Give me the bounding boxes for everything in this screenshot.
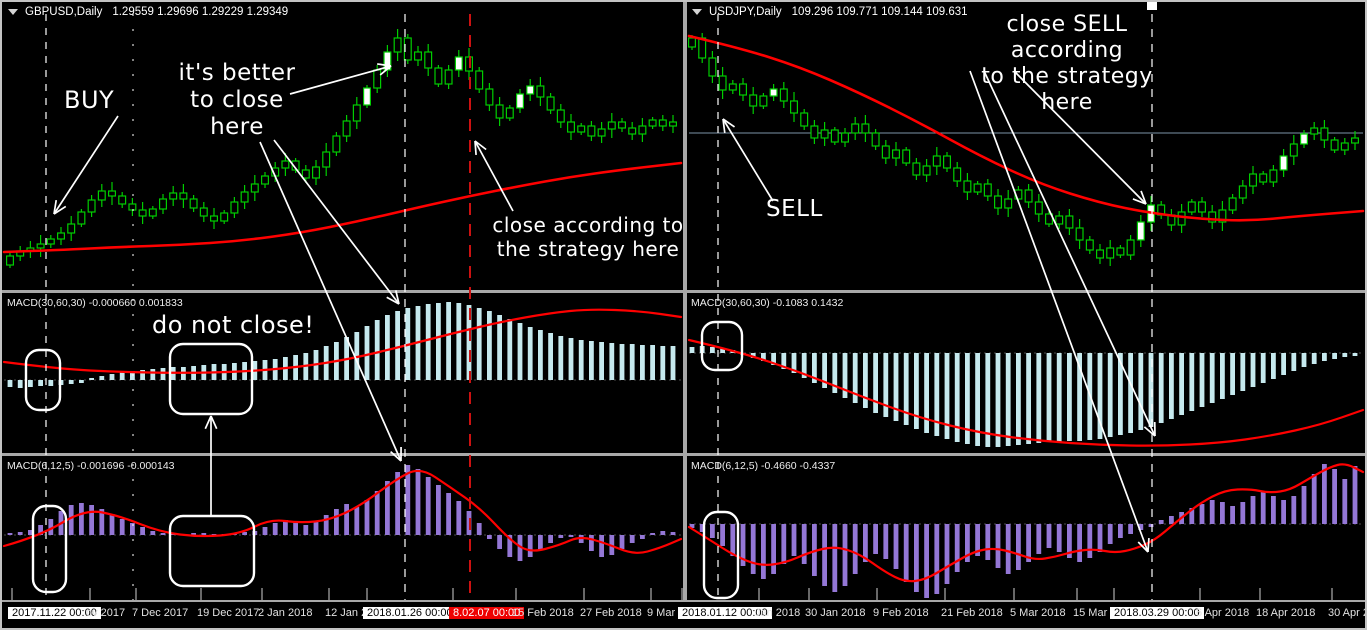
- timeline-label: 7 Dec 2017: [132, 607, 189, 619]
- timeline-label: 30 Apr 20: [1328, 607, 1367, 619]
- annotation-overlay: [24, 63, 1156, 600]
- left-chart-ohlc: 1.29559 1.29696 1.29229 1.29349: [112, 6, 289, 18]
- symbol-dropdown-icon[interactable]: [692, 9, 702, 15]
- left-chart-title: GBPUSD,Daily: [25, 6, 103, 18]
- timeline-label: 2018.03.29 00:00: [1110, 607, 1204, 619]
- timeline-label: 2 Jan 2018: [258, 607, 313, 619]
- timeline-axis[interactable]: 2017.11.22 00:00 ov 2017 7 Dec 2017 19 Dec …: [0, 602, 1367, 630]
- left-chart-graphics: [2, 14, 683, 600]
- highlight-rounded-box: [168, 514, 256, 588]
- annotation-buy: BUY: [64, 86, 115, 114]
- right-macd-histogram: [687, 338, 1365, 447]
- timeline-label: 19 Dec 2017: [197, 607, 260, 619]
- annotation-do-not-close: do not close!: [152, 311, 315, 339]
- timeline-label: 8.02.07 00:00: [449, 607, 525, 619]
- annotation-better-close: it's better to close here: [178, 60, 296, 141]
- chart-window-separator: [683, 0, 687, 602]
- timeline-label: 12 Jan 20: [325, 607, 374, 619]
- right-chart-header: USDJPY,Daily 109.296 109.771 109.144 109.…: [692, 6, 968, 18]
- timeline-label: 21 Feb 2018: [941, 607, 1003, 619]
- timeline-label: Jan 2018: [755, 607, 801, 619]
- timeline-label: ov 2017: [86, 607, 126, 619]
- highlight-rounded-box: [24, 348, 62, 412]
- left-candles: [5, 29, 677, 268]
- timeline-label: 2018.01.26 00:00: [363, 607, 457, 619]
- annotation-close-sell: close SELL according to the strategy her…: [981, 12, 1153, 115]
- right-candles: [687, 33, 1359, 266]
- highlight-rounded-box: [31, 504, 68, 594]
- timeline-label: 27 Feb 2018: [580, 607, 642, 619]
- left-macd-slow-label: MACD(30,60,30) -0.000660 0.001833: [7, 297, 183, 309]
- timeline-label: 6 Apr 2018: [1196, 607, 1250, 619]
- left-chart-header: GBPUSD,Daily 1.29559 1.29696 1.29229 1.29…: [8, 6, 288, 18]
- vertical-line-handle[interactable]: [1147, 2, 1157, 10]
- right-macd-histogram: [687, 463, 1365, 598]
- highlight-rounded-box: [700, 320, 744, 372]
- left-macd-fast-label: MACD(6,12,5) -0.001696 -0.000143: [7, 460, 175, 472]
- timeline-label: 5 Mar 2018: [1010, 607, 1066, 619]
- timeline-label: 18 Apr 2018: [1256, 607, 1316, 619]
- highlight-rounded-box: [168, 342, 254, 416]
- right-macd-fast-label: MACD(6,12,5) -0.4660 -0.4337: [691, 460, 836, 472]
- timeline-label: 2018.01.12 00:00: [678, 607, 772, 619]
- highlight-rounded-box: [702, 510, 740, 600]
- timeline-label: 9 Feb 2018: [873, 607, 929, 619]
- right-chart-ohlc: 109.296 109.771 109.144 109.631: [791, 6, 968, 18]
- symbol-dropdown-icon[interactable]: [8, 9, 18, 15]
- left-macd-histogram: [2, 465, 683, 561]
- right-chart-graphics: [687, 2, 1365, 600]
- annotation-sell: SELL: [766, 196, 823, 222]
- right-macd-slow-label: MACD(30,60,30) -0.1083 0.1432: [691, 297, 844, 309]
- timeline-label: 30 Jan 2018: [805, 607, 866, 619]
- left-macd-histogram: [2, 302, 683, 388]
- right-chart-title: USDJPY,Daily: [709, 6, 782, 18]
- annotation-close-strategy: close according to the strategy here: [492, 213, 684, 261]
- timeline-label: 2017.11.22 00:00: [8, 607, 101, 619]
- timeline-label: 15 Feb 2018: [512, 607, 574, 619]
